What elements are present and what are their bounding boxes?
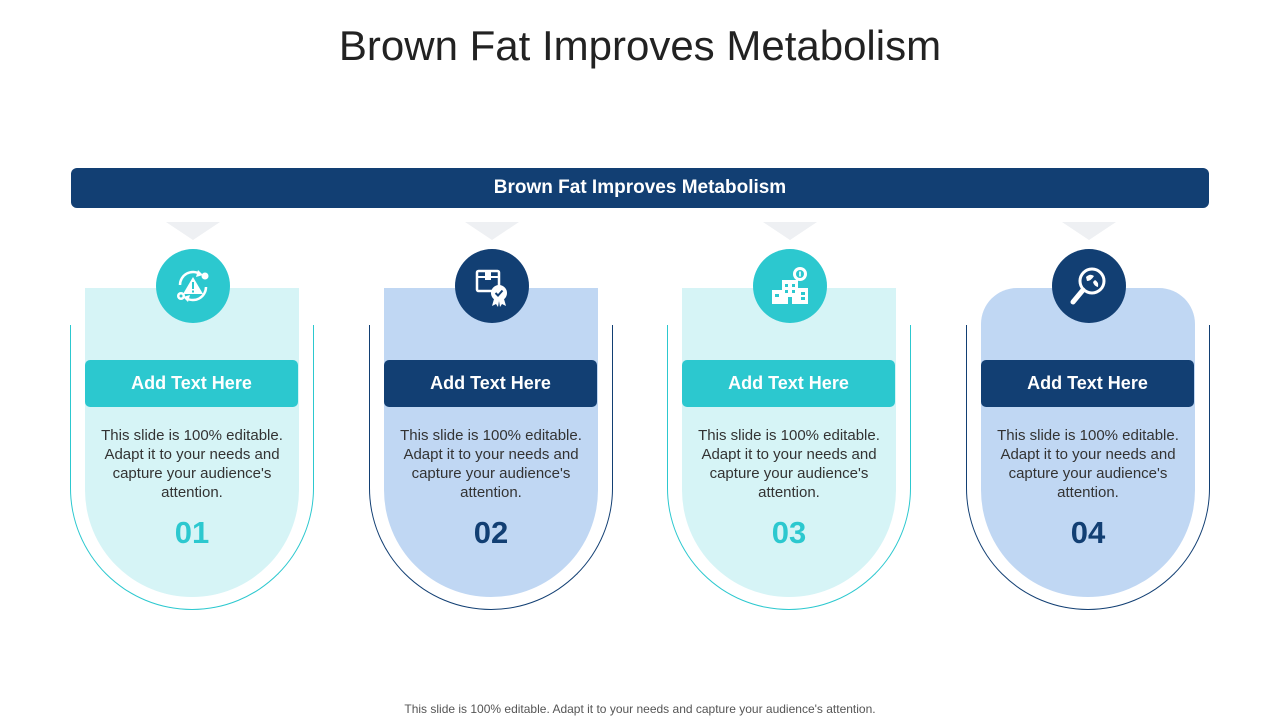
card-outline <box>70 325 314 610</box>
card-heading: Add Text Here <box>682 360 895 407</box>
card-number: 03 <box>771 515 807 550</box>
card-number: 02 <box>473 515 509 550</box>
card-panel <box>384 288 598 597</box>
card-description: This slide is 100% editable. Adapt it to… <box>400 427 582 501</box>
card-3: Add Text Here This slide is 100% editabl… <box>667 222 913 614</box>
card-description: This slide is 100% editable. Adapt it to… <box>997 427 1179 501</box>
card-heading: Add Text Here <box>85 360 298 407</box>
card-panel <box>682 288 896 597</box>
card-heading: Add Text Here <box>384 360 597 407</box>
card-panel <box>85 288 299 597</box>
pointer-arrow <box>166 222 220 240</box>
section-banner: Brown Fat Improves Metabolism <box>71 168 1209 208</box>
building-finance-icon <box>753 249 827 323</box>
card-4: Add Text Here This slide is 100% editabl… <box>966 222 1212 614</box>
card-outline <box>667 325 911 610</box>
pointer-arrow <box>465 222 519 240</box>
card-description: This slide is 100% editable. Adapt it to… <box>101 427 283 501</box>
card-outline <box>369 325 613 610</box>
card-panel <box>981 288 1195 597</box>
card-outline <box>966 325 1210 610</box>
pointer-arrow <box>763 222 817 240</box>
card-number: 04 <box>1070 515 1106 550</box>
certified-package-icon <box>455 249 529 323</box>
footer-note: This slide is 100% editable. Adapt it to… <box>404 702 876 716</box>
card-number: 01 <box>174 515 210 550</box>
magnify-analysis-icon <box>1052 249 1126 323</box>
card-2: Add Text Here This slide is 100% editabl… <box>369 222 615 614</box>
pointer-arrow <box>1062 222 1116 240</box>
card-heading: Add Text Here <box>981 360 1194 407</box>
card-description: This slide is 100% editable. Adapt it to… <box>698 427 880 501</box>
card-1: Add Text Here This slide is 100% editabl… <box>70 222 316 614</box>
risk-warning-cycle-icon <box>156 249 230 323</box>
slide-title: Brown Fat Improves Metabolism <box>338 22 942 69</box>
